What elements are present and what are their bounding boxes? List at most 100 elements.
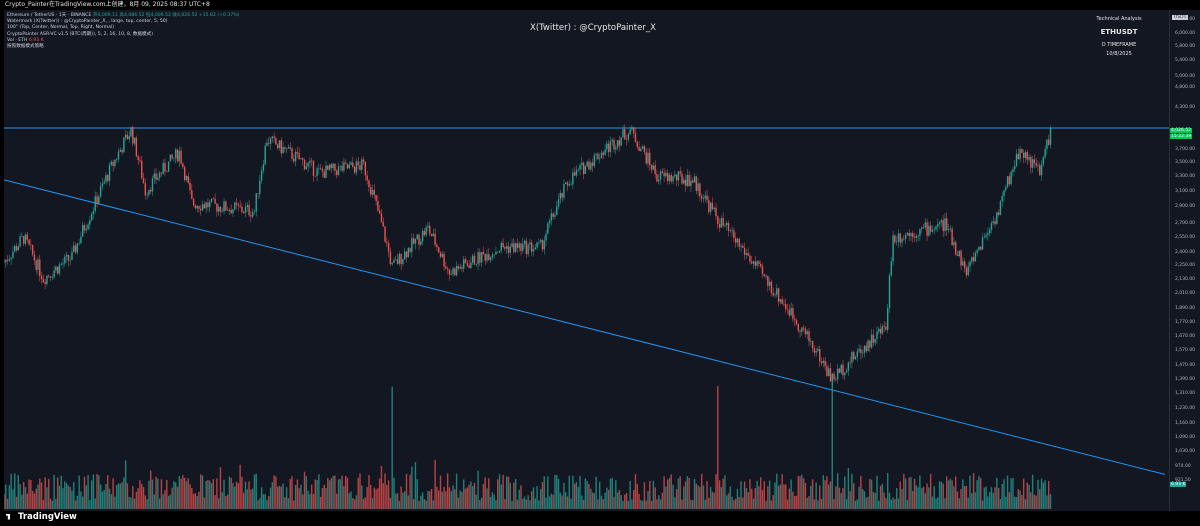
legend-symbol-row[interactable]: Ethereum / TetherUS · 1天 · BINANCE 开4,00… (7, 13, 239, 19)
volume-bar (1006, 475, 1009, 509)
volume-bar (738, 497, 740, 509)
volume-bar (445, 491, 447, 509)
legend-volume-row[interactable]: Vol · ETH 6.93 K (7, 38, 239, 44)
volume-bar (808, 496, 810, 509)
candle (679, 166, 681, 177)
candle (692, 178, 694, 184)
candle-body (191, 190, 193, 199)
volume-bar (475, 494, 477, 509)
candle-body (1021, 149, 1023, 153)
candle-body (194, 204, 197, 209)
volume-bar (765, 500, 767, 509)
volume-bar (971, 493, 973, 509)
candle (743, 242, 746, 261)
candle (726, 220, 728, 231)
descending-trendline[interactable] (4, 179, 1166, 475)
volume-bar (872, 492, 875, 509)
volume-bar (423, 499, 426, 509)
chart-pane[interactable]: Ethereum / TetherUS · 1天 · BINANCE 开4,00… (4, 10, 1169, 511)
candle-body (307, 162, 309, 167)
volume-bar (686, 476, 689, 509)
candle (931, 224, 934, 234)
volume-bar (962, 479, 964, 509)
candle-body (768, 281, 771, 286)
price-chart[interactable] (4, 10, 1169, 511)
legend-indicator-watermark-params[interactable]: 100° (Top, Center, Normal, Top, Right, N… (7, 25, 115, 31)
candle (527, 243, 529, 257)
volume-bar (938, 481, 941, 509)
volume-bar (899, 481, 901, 509)
candle (654, 160, 656, 179)
volume-bar (51, 500, 54, 509)
candle-body (169, 154, 172, 162)
volume-bar (919, 475, 921, 509)
candle (412, 233, 415, 245)
candle (575, 165, 578, 178)
candle (745, 249, 748, 259)
volume-bar (463, 479, 465, 509)
volume-bar (933, 486, 935, 509)
volume-bar (534, 498, 537, 509)
candle-body (200, 208, 202, 211)
legend-indicator-watermark[interactable]: Watermark (X(Twitter)) : @CryptoPainter_… (7, 19, 168, 25)
volume-bar (155, 476, 157, 509)
volume-bar (867, 496, 869, 509)
currency-unit-badge[interactable]: USDT (1172, 15, 1189, 20)
price-tick: 5,000.00 (1175, 74, 1196, 79)
tradingview-logo[interactable]: TradingView (6, 512, 77, 522)
candle-body (627, 134, 630, 140)
candle (1031, 155, 1034, 173)
candle (910, 232, 912, 241)
candle-body (176, 149, 179, 162)
volume-bar (488, 478, 490, 509)
candle (602, 151, 604, 160)
candle-body (325, 165, 327, 178)
candle (599, 153, 601, 164)
candle-body (1044, 149, 1046, 158)
candle-body (518, 243, 520, 248)
candle-body (715, 207, 717, 217)
candle-body (1014, 165, 1016, 170)
candle-body (858, 349, 860, 352)
volume-bar (734, 498, 737, 509)
candle-body (305, 166, 308, 170)
volume-bar (114, 496, 116, 509)
candle (697, 177, 699, 197)
candle (806, 329, 808, 340)
candle (1008, 173, 1011, 186)
candle-body (486, 254, 488, 261)
volume-bar (1037, 479, 1039, 509)
candle-body (430, 233, 433, 237)
candle-body (548, 220, 551, 224)
legend-strategy[interactable]: 按照数据模式策略 (7, 44, 44, 50)
volume-bar (781, 474, 783, 509)
candle-body (856, 351, 859, 357)
candle (921, 226, 923, 234)
volume-bar (997, 487, 1000, 509)
candle-body (418, 234, 420, 245)
candle (1046, 139, 1048, 155)
candle (559, 189, 562, 204)
candle-body (489, 257, 492, 261)
candle-body (618, 140, 621, 146)
candle-body (262, 164, 265, 171)
candle (509, 243, 511, 258)
bar-countdown-tag: 15:22:39 (1170, 134, 1193, 139)
legend-indicator-asr[interactable]: CryptoPainter ASR-VC v1.5 (BTC(周期)), 5, … (7, 31, 154, 37)
volume-bar (869, 478, 871, 509)
candle (1005, 184, 1007, 193)
candle (813, 345, 816, 357)
volume-bar (831, 379, 833, 509)
volume-bar (107, 475, 109, 509)
volume-bar (332, 475, 334, 509)
candle (992, 216, 994, 226)
candle (101, 177, 104, 190)
candle-body (83, 225, 86, 231)
candle-body (491, 254, 494, 258)
volume-bar (28, 479, 30, 509)
candle (541, 238, 544, 253)
candle-body (438, 247, 440, 253)
candle-body (370, 187, 372, 195)
candle-body (40, 275, 43, 280)
price-axis[interactable] (1169, 10, 1200, 511)
